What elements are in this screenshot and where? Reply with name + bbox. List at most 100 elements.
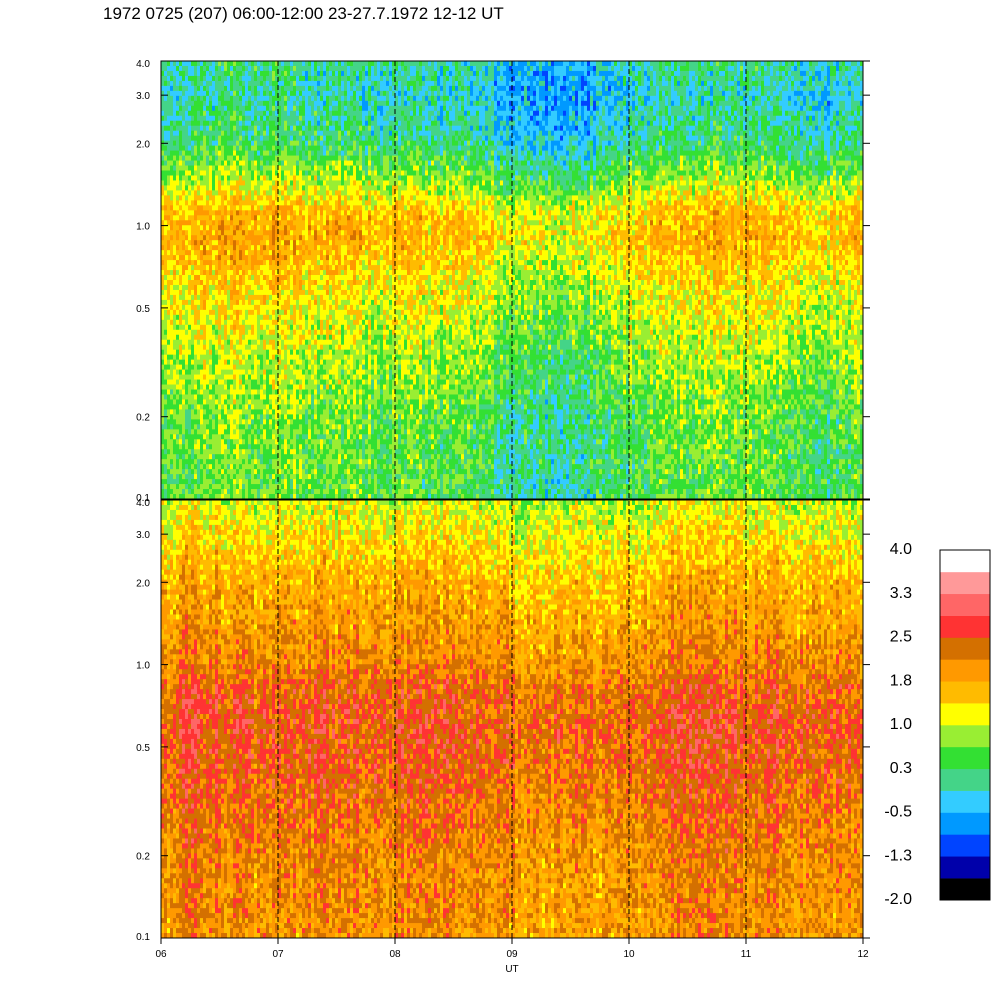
heatmap-cell [239,141,242,146]
heatmap-cell [200,275,203,280]
heatmap-cell [221,166,224,171]
heatmap-cell [176,489,179,494]
heatmap-cell [191,215,194,220]
heatmap-cell [251,111,254,116]
heatmap-cell [284,439,287,444]
heatmap-cell [230,265,233,270]
heatmap-cell [188,320,191,325]
heatmap-cell [248,434,251,439]
heatmap-cell [182,245,185,250]
heatmap-cell [257,325,260,330]
heatmap-cell [197,414,200,419]
heatmap-cell [161,345,164,350]
heatmap-cell [197,360,200,365]
heatmap-cell [215,146,218,151]
heatmap-cell [221,106,224,111]
heatmap-cell [209,171,212,176]
heatmap-cell [242,185,245,190]
heatmap-cell [227,315,230,320]
heatmap-cell [269,205,272,210]
heatmap-cell [188,205,191,210]
heatmap-cell [233,245,236,250]
heatmap-cell [179,399,182,404]
heatmap-cell [200,175,203,180]
heatmap-cell [164,265,167,270]
heatmap-cell [272,205,275,210]
heatmap-cell [257,265,260,270]
heatmap-cell [233,350,236,355]
heatmap-cell [257,190,260,195]
heatmap-cell [260,290,263,295]
heatmap-cell [254,355,257,360]
heatmap-cell [233,66,236,71]
heatmap-cell [164,320,167,325]
heatmap-cell [200,111,203,116]
heatmap-cell [227,449,230,454]
heatmap-cell [176,404,179,409]
heatmap-cell [242,409,245,414]
heatmap-cell [254,225,257,230]
heatmap-cell [269,255,272,260]
heatmap-cell [245,255,248,260]
heatmap-cell [218,225,221,230]
heatmap-cell [218,365,221,370]
heatmap-cell [191,81,194,86]
heatmap-cell [269,66,272,71]
heatmap-cell [203,459,206,464]
heatmap-cell [251,200,254,205]
heatmap-cell [254,280,257,285]
heatmap-cell [194,166,197,171]
heatmap-cell [269,131,272,136]
heatmap-cell [260,449,263,454]
heatmap-cell [188,489,191,494]
heatmap-cell [209,429,212,434]
heatmap-cell [248,86,251,91]
heatmap-cell [185,310,188,315]
heatmap-cell [206,449,209,454]
heatmap-cell [188,245,191,250]
heatmap-cell [260,126,263,131]
heatmap-cell [257,126,260,131]
heatmap-cell [203,121,206,126]
heatmap-cell [278,409,281,414]
heatmap-cell [272,141,275,146]
heatmap-cell [278,235,281,240]
heatmap-cell [230,156,233,161]
heatmap-cell [227,424,230,429]
heatmap-cell [212,210,215,215]
heatmap-cell [188,250,191,255]
heatmap-cell [269,345,272,350]
heatmap-cell [161,260,164,265]
heatmap-cell [215,126,218,131]
heatmap-cell [236,200,239,205]
heatmap-cell [182,394,185,399]
heatmap-cell [269,305,272,310]
heatmap-cell [245,464,248,469]
heatmap-cell [179,444,182,449]
heatmap-cell [278,175,281,180]
heatmap-cell [239,195,242,200]
heatmap-cell [221,141,224,146]
heatmap-cell [182,86,185,91]
heatmap-cell [185,409,188,414]
heatmap-cell [197,131,200,136]
heatmap-cell [245,156,248,161]
heatmap-cell [200,156,203,161]
heatmap-cell [218,116,221,121]
heatmap-cell [239,205,242,210]
heatmap-cell [188,116,191,121]
heatmap-cell [236,240,239,245]
heatmap-cell [182,419,185,424]
heatmap-cell [212,434,215,439]
heatmap-cell [185,205,188,210]
heatmap-cell [182,180,185,185]
heatmap-cell [173,175,176,180]
heatmap-cell [269,434,272,439]
heatmap-cell [242,195,245,200]
heatmap-cell [182,156,185,161]
heatmap-cell [206,285,209,290]
heatmap-cell [179,121,182,126]
heatmap-cell [224,101,227,106]
heatmap-cell [179,195,182,200]
heatmap-cell [191,310,194,315]
